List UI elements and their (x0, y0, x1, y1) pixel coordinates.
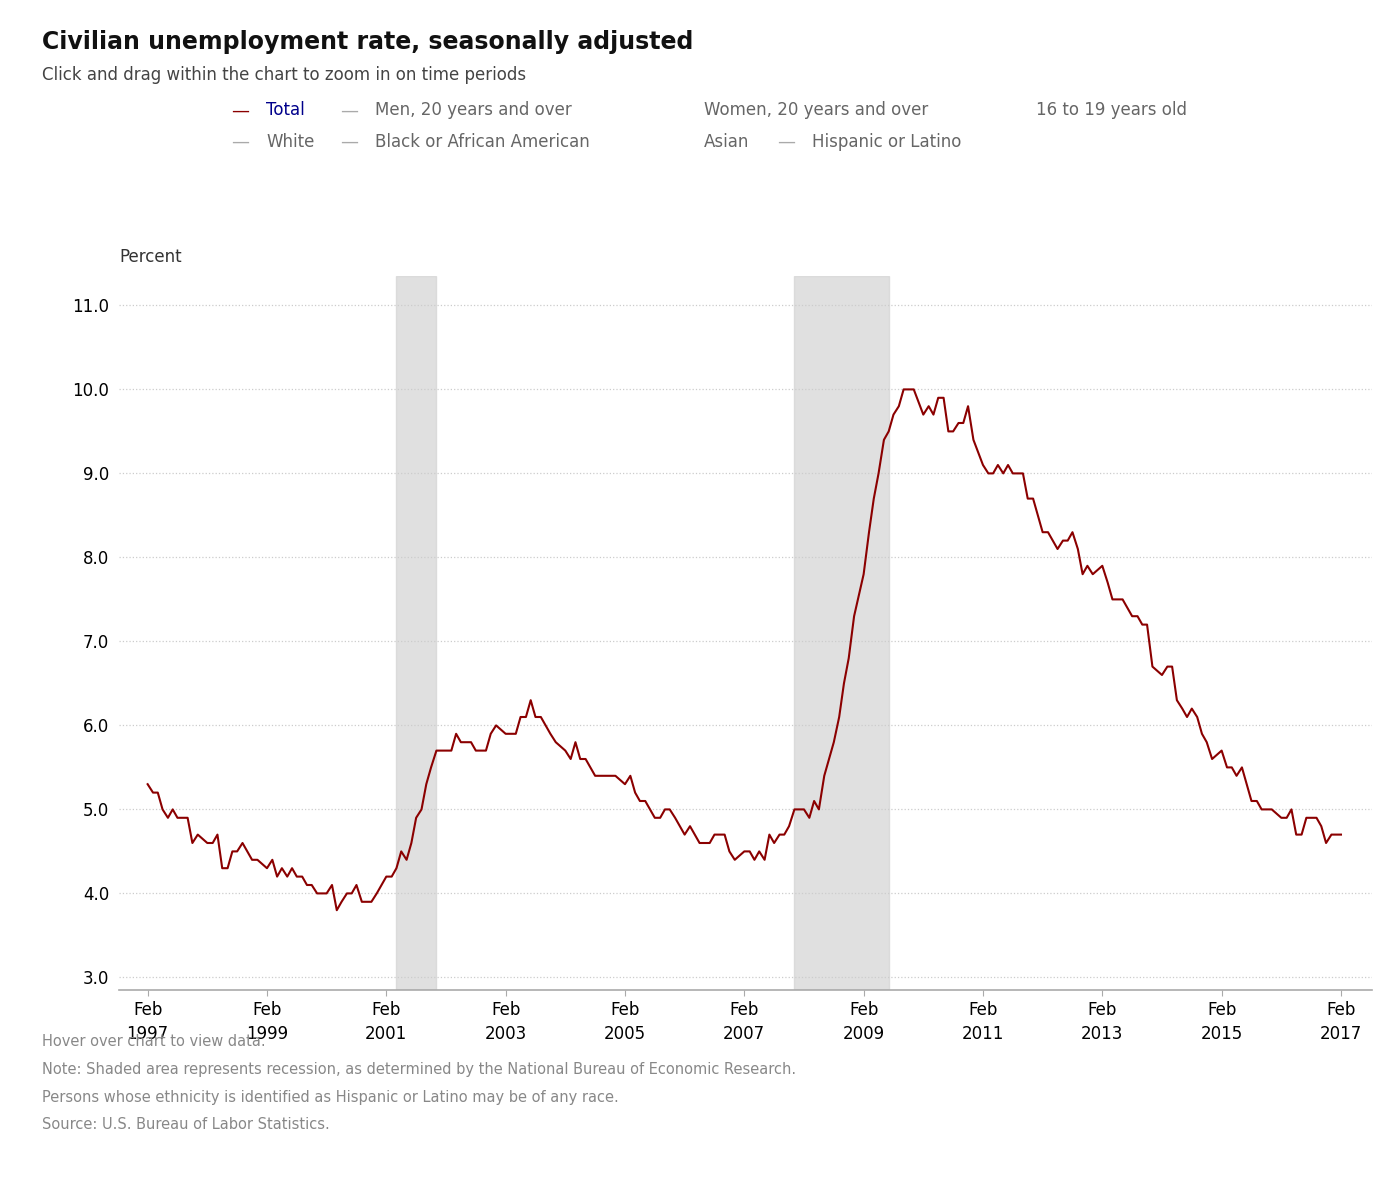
Text: Total: Total (266, 101, 305, 119)
Text: Civilian unemployment rate, seasonally adjusted: Civilian unemployment rate, seasonally a… (42, 30, 693, 54)
Text: Percent: Percent (119, 248, 182, 266)
Text: —: — (340, 101, 358, 119)
Text: Asian: Asian (704, 132, 749, 150)
Text: 16 to 19 years old: 16 to 19 years old (1036, 101, 1187, 119)
Text: Hispanic or Latino: Hispanic or Latino (812, 132, 962, 150)
Text: Click and drag within the chart to zoom in on time periods: Click and drag within the chart to zoom … (42, 66, 526, 84)
Text: Note: Shaded area represents recession, as determined by the National Bureau of : Note: Shaded area represents recession, … (42, 1062, 797, 1078)
Text: —: — (231, 101, 249, 119)
Bar (794, 276, 889, 990)
Text: White: White (266, 132, 315, 150)
Bar (396, 276, 437, 990)
Text: Black or African American: Black or African American (375, 132, 589, 150)
Text: —: — (340, 132, 358, 150)
Text: Men, 20 years and over: Men, 20 years and over (375, 101, 573, 119)
Text: Persons whose ethnicity is identified as Hispanic or Latino may be of any race.: Persons whose ethnicity is identified as… (42, 1090, 619, 1104)
Text: Hover over chart to view data.: Hover over chart to view data. (42, 1034, 266, 1049)
Text: Women, 20 years and over: Women, 20 years and over (704, 101, 928, 119)
Text: —: — (231, 132, 249, 150)
Text: —: — (777, 132, 795, 150)
Text: Source: U.S. Bureau of Labor Statistics.: Source: U.S. Bureau of Labor Statistics. (42, 1117, 330, 1133)
